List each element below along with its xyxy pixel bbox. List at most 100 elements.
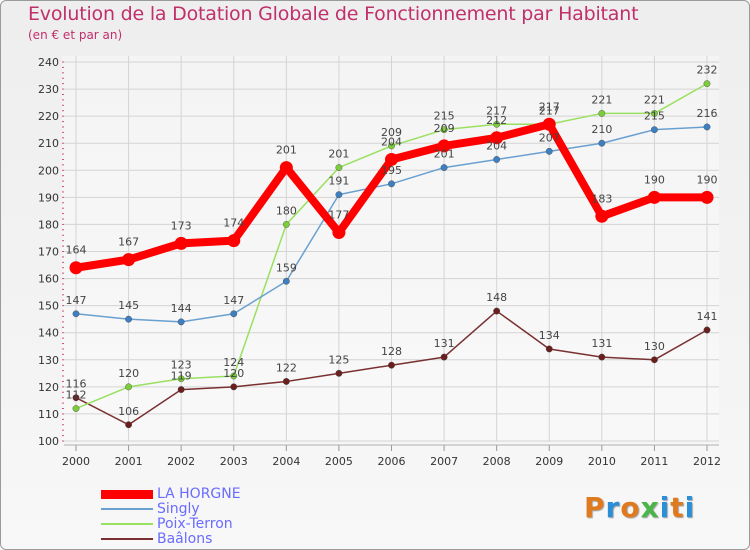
y-tick-label: 100 [38,435,59,448]
y-minor-tick [62,380,64,382]
data-label: 120 [223,367,244,380]
y-minor-tick [62,131,64,133]
series-1 [72,123,711,326]
y-minor-tick [62,402,64,404]
data-label: 221 [591,93,612,106]
y-minor-tick [62,153,64,155]
y-minor-tick [62,72,64,74]
x-tick-label: 2008 [483,455,511,468]
y-tick-label: 210 [38,137,59,150]
y-minor-tick [62,408,64,410]
x-tick-label: 2001 [115,455,143,468]
data-point [598,139,606,147]
legend-label: Baâlons [157,531,213,547]
logo-letter: t [670,491,685,524]
proxiti-logo: Proxiti [584,491,695,524]
data-point [700,190,714,204]
data-point [490,131,504,145]
y-minor-tick [62,164,64,166]
y-minor-tick [62,121,64,123]
y-minor-tick [62,251,64,252]
y-minor-tick [62,370,64,372]
data-point [282,378,290,385]
y-minor-tick [62,337,64,339]
x-tick-label: 2012 [693,455,721,468]
y-minor-tick [62,294,64,296]
legend-label: Singly [157,501,200,517]
y-tick-label: 130 [38,354,59,367]
data-label: 148 [486,291,507,304]
y-minor-tick [62,256,64,258]
series-0 [69,117,714,275]
data-point [335,369,343,377]
y-minor-tick [62,61,64,63]
y-minor-tick [62,88,64,90]
y-minor-tick [62,386,64,388]
y-tick-label: 180 [38,218,59,231]
data-label: 128 [381,345,402,358]
legend-swatch [101,538,153,540]
y-minor-tick [62,213,64,215]
data-label: 217 [539,100,560,113]
legend-swatch [101,508,153,510]
data-point [230,383,238,391]
data-point [69,261,83,275]
y-minor-tick [62,413,64,415]
logo-letter: P [584,491,606,524]
y-minor-tick [62,391,64,393]
y-minor-tick [62,93,64,95]
data-point [703,80,711,88]
y-minor-tick [62,375,64,377]
y-minor-tick [62,440,64,442]
data-label: 190 [644,173,665,186]
data-label: 124 [223,356,244,369]
data-point [177,318,185,326]
data-label: 232 [697,64,718,77]
data-point [177,375,185,383]
y-tick-label: 220 [38,110,59,123]
data-label: 112 [66,389,87,402]
x-tick-label: 2002 [167,455,195,468]
legend-swatch [101,489,153,499]
data-point [440,126,448,134]
y-minor-tick [62,310,64,312]
y-minor-tick [62,353,64,355]
data-point [651,126,658,134]
x-tick-label: 2010 [588,455,616,468]
data-point [385,152,398,166]
y-minor-tick [62,418,64,420]
y-minor-tick [62,115,64,117]
y-tick-label: 120 [38,381,59,394]
data-label: 221 [644,93,665,106]
y-tick-label: 230 [38,83,59,96]
y-minor-tick [62,332,64,334]
legend-item: Baâlons [101,531,212,547]
data-point [651,110,658,117]
y-minor-tick [62,240,64,242]
y-minor-tick [62,272,64,274]
y-minor-tick [62,364,64,366]
data-label: 201 [434,148,455,161]
data-point [493,307,501,315]
y-tick-label: 110 [38,408,59,421]
data-point [282,277,290,285]
y-minor-tick [62,83,64,85]
data-label: 173 [171,219,192,232]
y-tick-label: 190 [38,191,59,204]
data-label: 122 [276,361,297,374]
y-tick-label: 160 [38,273,59,286]
logo-letter: i [684,491,696,524]
data-point [437,139,451,153]
data-point [174,236,188,250]
data-label: 130 [644,340,665,353]
y-minor-tick [62,126,64,128]
data-point [335,191,343,199]
y-minor-tick [62,278,64,280]
data-point [282,221,290,228]
y-minor-tick [62,299,64,301]
data-point [545,345,553,353]
data-label: 210 [591,123,612,136]
data-label: 177 [328,209,349,222]
